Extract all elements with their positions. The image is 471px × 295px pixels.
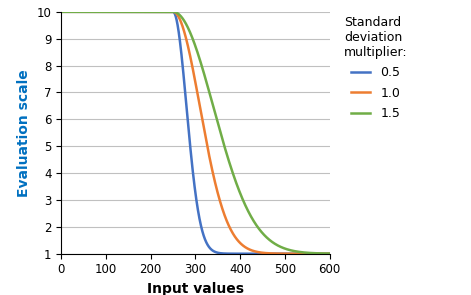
- Line: 1.5: 1.5: [61, 12, 330, 254]
- 0.5: [173, 15, 179, 19]
- 1.0: [173, 11, 179, 15]
- 1.0: [292, 252, 298, 255]
- 1.0: [162, 10, 167, 14]
- 1.5: [173, 11, 179, 14]
- X-axis label: Input values: Input values: [147, 282, 244, 295]
- 1.0: [327, 252, 333, 255]
- 1.5: [162, 10, 167, 14]
- 1.5: [327, 252, 333, 255]
- 0.5: [327, 252, 333, 255]
- 1.5: [105, 10, 111, 14]
- 1.0: [58, 10, 64, 14]
- 0.5: [89, 10, 95, 14]
- Legend: 0.5, 1.0, 1.5: 0.5, 1.0, 1.5: [344, 16, 407, 120]
- 0.5: [293, 252, 299, 255]
- 1.0: [322, 252, 327, 255]
- Y-axis label: Evaluation scale: Evaluation scale: [17, 69, 31, 197]
- Line: 0.5: 0.5: [61, 12, 330, 254]
- 1.5: [292, 250, 298, 253]
- 1.0: [89, 10, 95, 14]
- 0.5: [105, 10, 111, 14]
- Line: 1.0: 1.0: [61, 12, 330, 254]
- 0.5: [289, 252, 294, 255]
- 1.5: [89, 10, 95, 14]
- 1.0: [105, 10, 111, 14]
- 0.5: [322, 252, 327, 255]
- 1.5: [58, 10, 64, 14]
- 0.5: [58, 10, 64, 14]
- 1.5: [322, 252, 327, 255]
- 0.5: [162, 10, 167, 14]
